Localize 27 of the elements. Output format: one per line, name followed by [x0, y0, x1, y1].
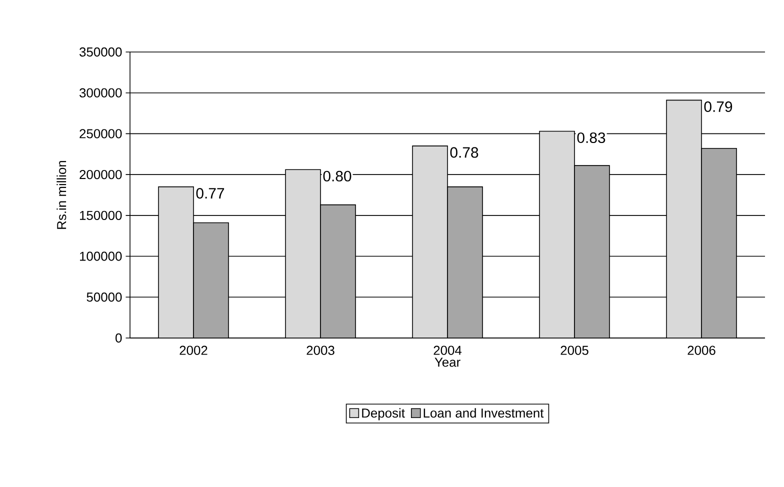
- y-tick-label: 200000: [80, 170, 122, 180]
- annotation: 0.79: [704, 101, 732, 112]
- y-tick-label: 250000: [80, 129, 122, 138]
- annotation: 0.80: [323, 170, 352, 182]
- x-tick-label: 2003: [306, 346, 334, 355]
- y-tick-label: 300000: [80, 88, 122, 98]
- bar: [539, 130, 575, 338]
- legend-label: Deposit: [362, 408, 405, 420]
- y-tick-label: 150000: [80, 210, 122, 220]
- bar: [285, 169, 321, 338]
- bar: [666, 100, 702, 338]
- y-tick-label: 350000: [80, 47, 122, 57]
- x-tick-label: 2002: [180, 346, 208, 355]
- bar: [158, 186, 194, 338]
- x-tick-label: 2006: [688, 346, 716, 355]
- y-tick-label: 100000: [80, 252, 122, 261]
- y-tick-label: 50000: [86, 292, 122, 302]
- legend-label: Loan and Investment: [424, 408, 544, 418]
- annotation: 0.83: [577, 132, 606, 144]
- bar: [412, 146, 448, 338]
- x-tick-label: 2005: [560, 346, 588, 355]
- y-tick-label: 0: [116, 333, 122, 343]
- annotation: 0.78: [450, 147, 478, 158]
- annotation: 0.77: [196, 188, 224, 199]
- y-axis-title: Rs.in million: [56, 160, 66, 229]
- x-axis-title: Year: [434, 358, 460, 367]
- x-tick-label: 2004: [434, 346, 462, 355]
